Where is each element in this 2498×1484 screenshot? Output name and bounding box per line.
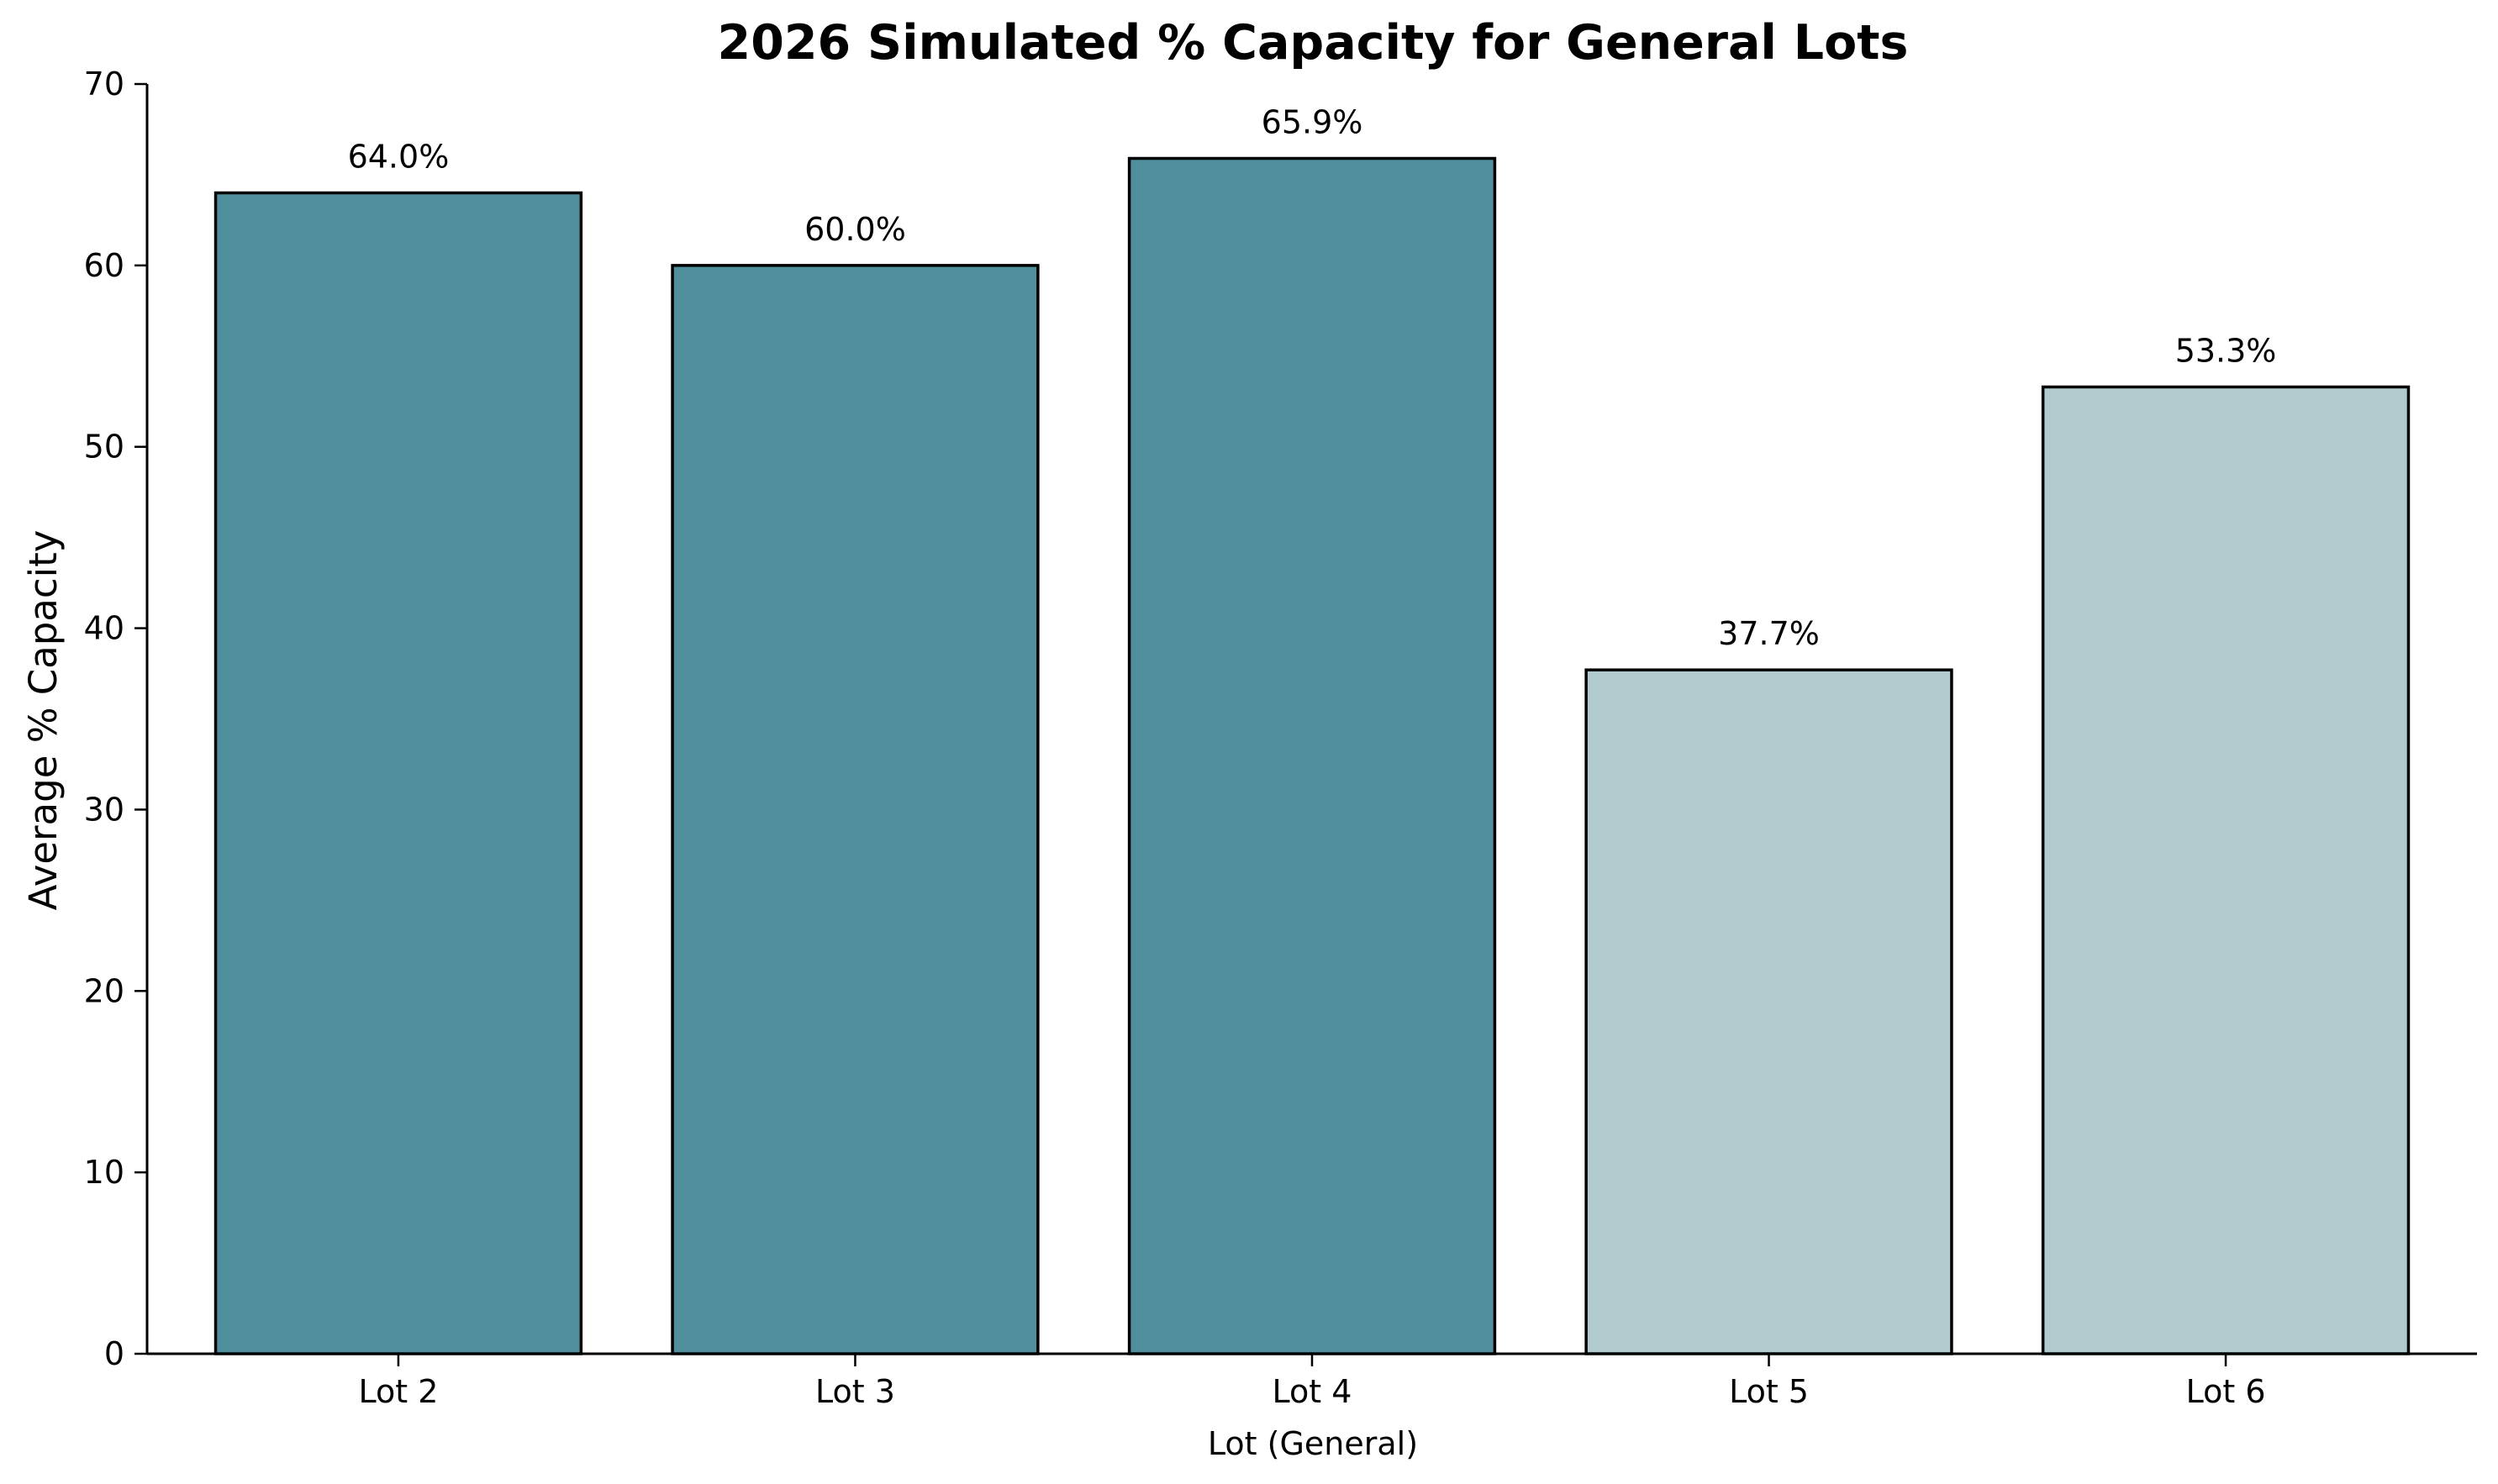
data-label: 64.0% <box>348 139 450 176</box>
y-tick-label: 40 <box>84 610 124 647</box>
y-tick-label: 70 <box>84 66 124 103</box>
y-tick-label: 60 <box>84 247 124 284</box>
bar-lot-3 <box>671 264 1040 1355</box>
x-tick-label: Lot 4 <box>1273 1373 1352 1410</box>
chart-title: 2026 Simulated % Capacity for General Lo… <box>718 15 1909 71</box>
bar-lot-5 <box>1584 668 1953 1355</box>
data-label: 53.3% <box>2175 332 2277 369</box>
y-tick-label: 0 <box>104 1335 124 1372</box>
data-label: 60.0% <box>804 211 906 248</box>
y-axis: 0 10 20 30 40 50 60 70 <box>84 66 149 1372</box>
x-tick-label: Lot 2 <box>358 1373 438 1410</box>
y-tick-label: 10 <box>84 1154 124 1191</box>
data-labels-layer: 64.0% 60.0% 65.9% 37.7% 53.3% <box>348 104 2277 653</box>
y-tick-label: 30 <box>84 791 124 828</box>
x-axis: Lot 2 Lot 3 Lot 4 Lot 5 Lot 6 <box>147 1352 2477 1410</box>
y-axis-title: Average % Capacity <box>21 530 66 911</box>
bars-layer <box>213 156 2411 1355</box>
x-tick-label: Lot 5 <box>1729 1373 1809 1410</box>
data-label: 37.7% <box>1718 615 1820 652</box>
data-label: 65.9% <box>1262 104 1363 141</box>
y-tick-label: 50 <box>84 429 124 466</box>
x-axis-title: Lot (General) <box>1208 1425 1418 1462</box>
bar-lot-6 <box>2041 385 2411 1355</box>
x-tick-label: Lot 6 <box>2186 1373 2266 1410</box>
y-tick-label: 20 <box>84 972 124 1009</box>
bar-lot-4 <box>1127 156 1497 1355</box>
bar-lot-2 <box>213 191 583 1355</box>
x-tick-label: Lot 3 <box>815 1373 895 1410</box>
